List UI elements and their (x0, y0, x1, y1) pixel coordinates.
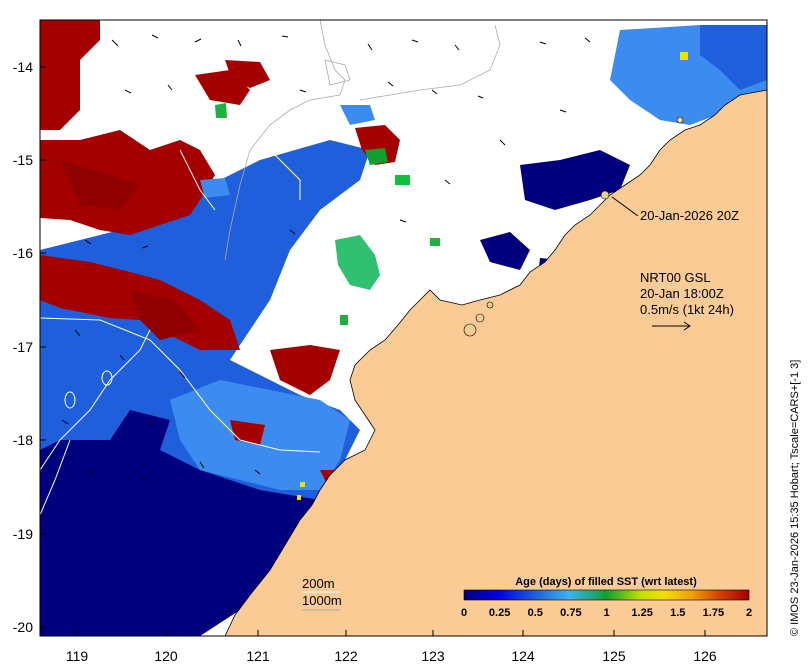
current-vectors (61, 34, 591, 481)
colorbar-tick-label: 1 (603, 607, 609, 619)
land-mass (224, 89, 768, 637)
lon-tick-label: 125 (602, 648, 626, 664)
depth-label-200: 200m (302, 576, 335, 591)
bathymetry-contours (39, 149, 321, 516)
colorbar-title: Age (days) of filled SST (wrt latest) (515, 576, 697, 588)
colorbar-tick-label: 0.25 (489, 607, 510, 619)
lon-tick-label: 126 (693, 648, 717, 664)
colorbar-ticks: 0 0.25 0.5 0.75 1 1.25 1.5 1.75 2 (461, 607, 752, 619)
lat-tick-label: -14 (13, 59, 33, 75)
plot-frame (39, 19, 768, 637)
longitude-axis: 119 120 121 122 123 124 125 126 (66, 630, 717, 664)
lon-tick-label: 123 (421, 648, 445, 664)
vector-scale: 0.5m/s (1kt 24h) (640, 302, 734, 317)
lat-tick-label: -18 (13, 432, 33, 448)
side-credit: © IMOS 23-Jan-2026 15:35 Hobart; Tscale=… (789, 360, 801, 636)
colorbar-tick-label: 0.5 (528, 607, 543, 619)
one-day-patches (215, 103, 440, 325)
lat-tick-label: -15 (13, 152, 33, 168)
colorbar-tick-label: 1.5 (670, 607, 685, 619)
colorbar-tick-label: 0.75 (560, 607, 581, 619)
annotation-date: 20-Jan-2026 20Z (640, 208, 739, 223)
lon-tick-label: 124 (511, 648, 535, 664)
lat-tick-label: -19 (13, 526, 33, 542)
lat-tick-label: -17 (13, 339, 33, 355)
lon-tick-label: 121 (246, 648, 270, 664)
colorbar-ramp (463, 589, 750, 601)
lon-tick-label: 120 (154, 648, 178, 664)
vector-title: NRT00 GSL (640, 270, 711, 285)
light-blue-fragments (200, 105, 375, 198)
bathymetry-contours-grey (224, 19, 501, 261)
blue-ne (700, 25, 767, 90)
stale-patches (40, 20, 400, 490)
depth-label-1000: 1000m (302, 593, 342, 608)
colorbar-tick-label: 1.75 (703, 607, 724, 619)
colorbar-tick-label: 0 (461, 607, 467, 619)
yellow-fragments (297, 52, 688, 500)
lat-tick-label: -20 (13, 619, 33, 635)
lon-tick-label: 122 (334, 648, 358, 664)
deep-patch-mid (480, 232, 530, 270)
lat-tick-label: -16 (13, 245, 33, 261)
scale-arrow-icon (652, 321, 691, 331)
colorbar-tick-label: 1.25 (631, 607, 652, 619)
vector-time: 20-Jan 18:00Z (640, 286, 724, 301)
colorbar-tick-label: 2 (746, 607, 752, 619)
latitude-axis: -14 -15 -16 -17 -18 -19 -20 (13, 59, 46, 635)
lon-tick-label: 119 (66, 648, 89, 664)
annotation-leader (611, 196, 639, 217)
islands (463, 116, 684, 337)
